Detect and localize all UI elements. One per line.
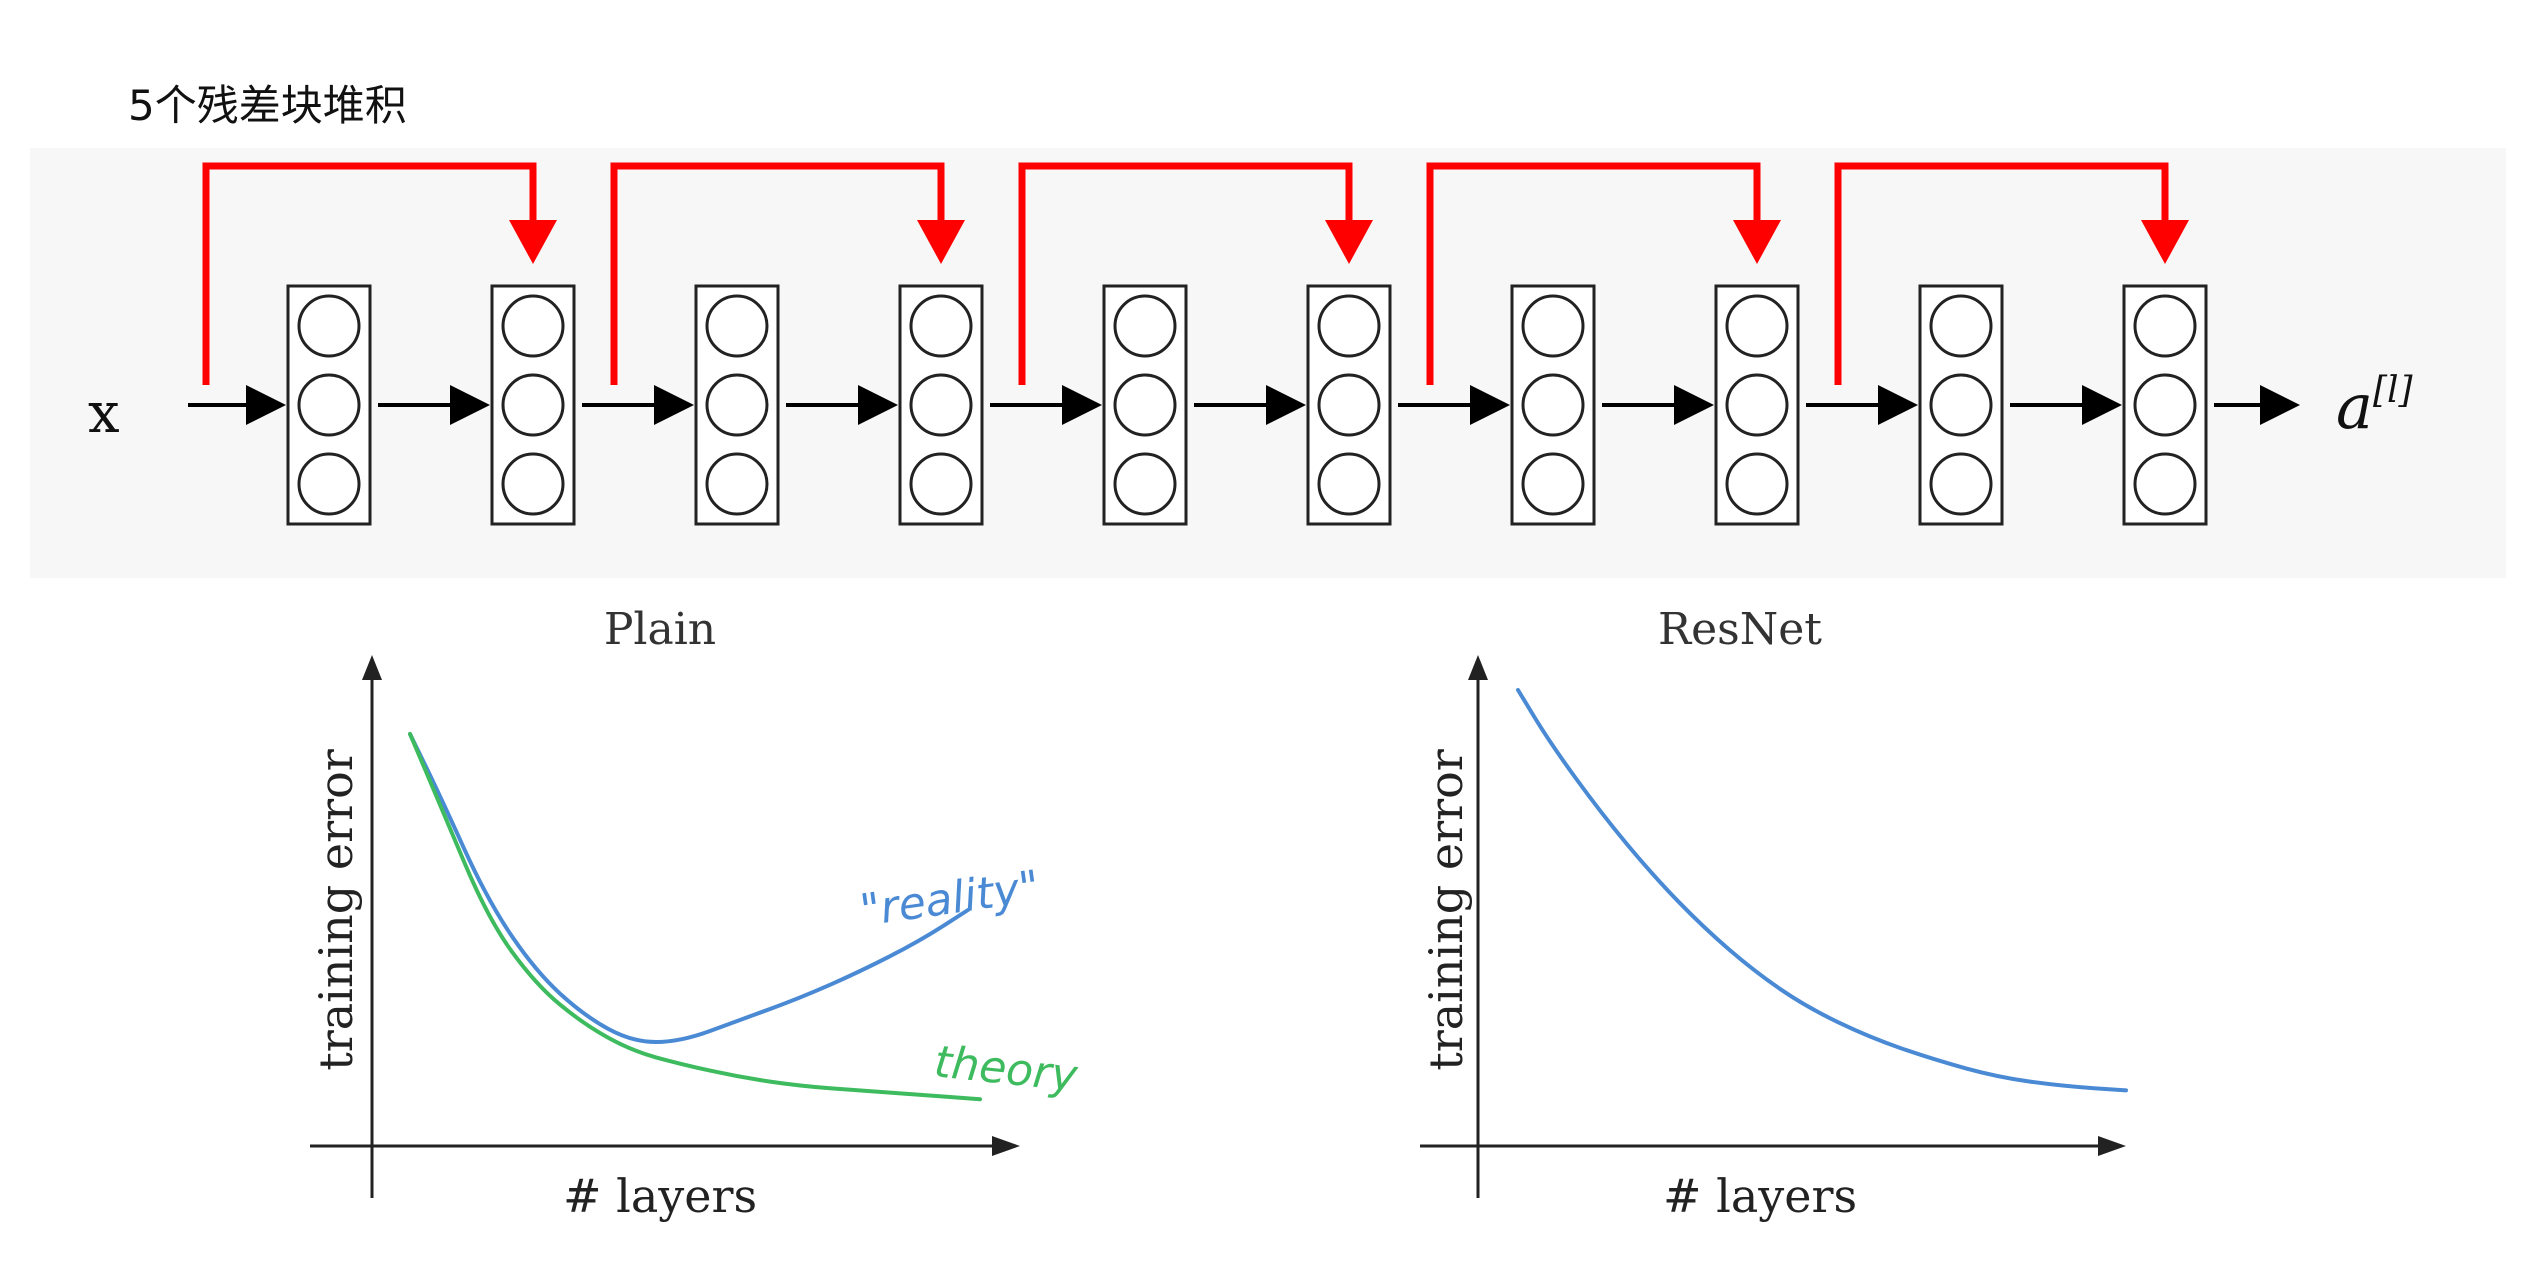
x-axis-arrowhead <box>992 1136 1020 1156</box>
y-axis-arrowhead <box>1468 655 1488 680</box>
skip-arrowhead <box>1325 220 1373 264</box>
neuron <box>1317 294 1381 358</box>
neuron <box>1113 373 1177 437</box>
output-label: a[l] <box>2336 370 2414 443</box>
neuron <box>297 294 361 358</box>
neuron <box>1725 294 1789 358</box>
neuron <box>705 373 769 437</box>
series-line <box>1516 688 2128 1093</box>
layer-box <box>286 284 372 526</box>
resnet-diagram <box>188 162 2300 526</box>
series-line <box>408 732 982 1102</box>
neuron <box>1521 294 1585 358</box>
x-axis-label: # layers <box>563 1169 757 1223</box>
layer-box <box>694 284 780 526</box>
neuron <box>1113 452 1177 516</box>
neuron <box>1725 452 1789 516</box>
layer-box <box>2122 284 2208 526</box>
series-label-theory: theory <box>932 1036 1081 1102</box>
neuron <box>2133 452 2197 516</box>
chart-title: Plain <box>604 604 716 655</box>
skip-connection <box>610 162 945 385</box>
input-label: x <box>88 381 120 446</box>
neuron <box>909 452 973 516</box>
chart-title: ResNet <box>1658 604 1822 655</box>
skip-connection <box>202 162 537 385</box>
neuron <box>501 373 565 437</box>
page-title: 5个残差块堆积 <box>128 81 407 130</box>
y-axis-label: training error <box>309 749 363 1071</box>
neuron <box>1521 373 1585 437</box>
skip-connection <box>1834 162 2169 385</box>
chart-plain: Plain # layers training error "reality" … <box>309 604 1081 1223</box>
series-label-reality: "reality" <box>857 861 1043 937</box>
neuron <box>1317 452 1381 516</box>
neuron <box>2133 294 2197 358</box>
neuron <box>2133 373 2197 437</box>
y-axis-arrowhead <box>362 655 382 680</box>
layer-box <box>490 284 576 526</box>
neuron <box>705 452 769 516</box>
output-label-base: a <box>2336 370 2373 443</box>
series-line <box>408 732 970 1045</box>
layer-box <box>1714 284 1800 526</box>
output-label-sup: [l] <box>2373 370 2414 411</box>
neuron <box>297 373 361 437</box>
neuron <box>501 452 565 516</box>
neuron <box>297 452 361 516</box>
neuron <box>909 373 973 437</box>
skip-arrowhead <box>917 220 965 264</box>
skip-connection <box>1426 162 1761 385</box>
chart-resnet: ResNet # layers training error <box>1419 604 2128 1223</box>
layer-box <box>1306 284 1392 526</box>
network-panel <box>30 148 2506 578</box>
resnet-series <box>1516 688 2128 1093</box>
layer-box <box>1510 284 1596 526</box>
neuron <box>1929 294 1993 358</box>
neuron <box>909 294 973 358</box>
skip-arrowhead <box>509 220 557 264</box>
x-axis-arrowhead <box>2098 1136 2126 1156</box>
skip-arrowhead <box>1733 220 1781 264</box>
skip-arrowhead <box>2141 220 2189 264</box>
neuron <box>1929 373 1993 437</box>
skip-connection <box>1018 162 1353 385</box>
neuron <box>1521 452 1585 516</box>
layer-box <box>898 284 984 526</box>
neuron <box>705 294 769 358</box>
neuron <box>1929 452 1993 516</box>
layer-box <box>1918 284 2004 526</box>
neuron <box>1317 373 1381 437</box>
neuron <box>501 294 565 358</box>
x-axis-label: # layers <box>1663 1169 1857 1223</box>
layer-box <box>1102 284 1188 526</box>
neuron <box>1725 373 1789 437</box>
neuron <box>1113 294 1177 358</box>
plain-series <box>408 732 982 1102</box>
y-axis-label: training error <box>1419 749 1473 1071</box>
